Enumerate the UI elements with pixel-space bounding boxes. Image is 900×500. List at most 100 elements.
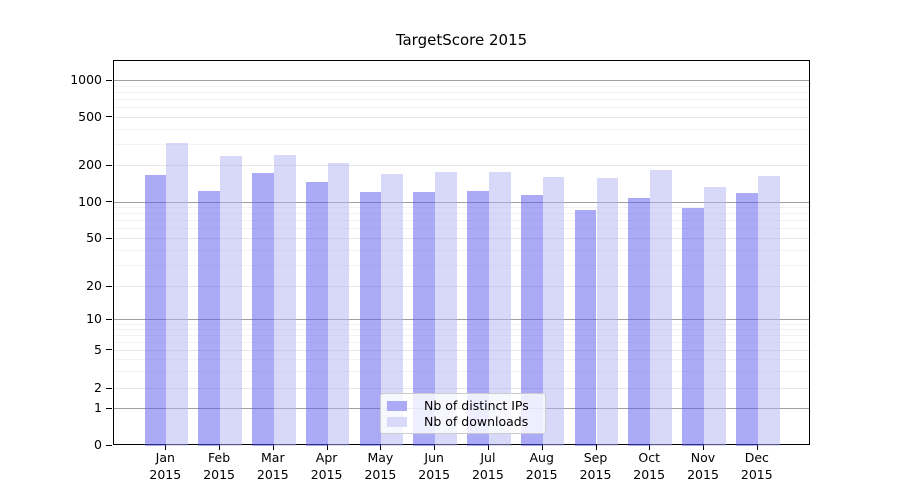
gridline <box>114 91 809 93</box>
legend-label-distinct-ips: Nb of distinct IPs <box>424 398 529 413</box>
bar-distinct-ips-nov <box>682 208 704 446</box>
x-tick-label-jun: Jun 2015 <box>418 450 451 482</box>
gridline <box>114 165 809 166</box>
y-tick-label-50: 50 <box>86 230 102 245</box>
gridline <box>114 371 809 372</box>
x-tick-mark <box>649 445 651 450</box>
y-tick-label-500: 500 <box>78 108 102 124</box>
y-tick-mark <box>106 318 112 320</box>
gridline <box>114 334 809 336</box>
bar-downloads-jun <box>435 171 457 446</box>
y-tick-mark <box>106 387 112 389</box>
bar-distinct-ips-may <box>359 192 382 446</box>
bar-distinct-ips-jan <box>144 174 167 446</box>
x-tick-label-mar: Mar 2015 <box>256 450 289 482</box>
bar-downloads-may <box>381 174 404 446</box>
x-tick-label-jul: Jul 2015 <box>471 450 504 482</box>
y-tick-label-2: 2 <box>94 380 102 395</box>
gridline <box>114 319 809 320</box>
y-tick-mark <box>106 237 112 239</box>
y-tick-label-20: 20 <box>86 278 102 293</box>
gridline <box>114 116 809 118</box>
legend: Nb of distinct IPs Nb of downloads <box>380 393 546 434</box>
legend-item-downloads: Nb of downloads <box>387 414 539 429</box>
gridline <box>114 323 809 325</box>
x-tick-mark <box>272 445 274 450</box>
gridline <box>114 207 809 208</box>
x-tick-label-nov: Nov 2015 <box>687 450 719 482</box>
bar-distinct-ips-mar <box>252 173 274 446</box>
gridline <box>114 128 809 130</box>
y-tick-mark <box>106 349 112 350</box>
y-tick-mark <box>106 407 112 409</box>
y-tick-label-1000: 1000 <box>70 72 102 87</box>
y-tick-label-10: 10 <box>86 311 102 326</box>
gridline <box>114 349 809 351</box>
bar-downloads-feb <box>220 156 242 446</box>
y-tick-mark <box>106 79 112 81</box>
bar-distinct-ips-sep <box>574 210 597 446</box>
x-tick-label-oct: Oct 2015 <box>633 450 666 482</box>
gridline <box>114 220 809 222</box>
gridline <box>114 107 809 108</box>
gridline <box>114 249 809 251</box>
bar-downloads-sep <box>596 178 619 446</box>
bar-downloads-nov <box>704 186 726 446</box>
y-tick-mark <box>106 116 112 118</box>
gridline <box>114 238 809 239</box>
legend-swatch-downloads <box>387 416 407 427</box>
bar-downloads-apr <box>327 163 350 446</box>
plot-area <box>113 60 810 446</box>
x-tick-mark <box>541 445 543 450</box>
bar-downloads-oct <box>650 170 672 446</box>
gridline <box>114 341 809 343</box>
x-tick-label-may: May 2015 <box>364 450 397 482</box>
bar-distinct-ips-feb <box>198 190 221 446</box>
bar-distinct-ips-aug <box>520 195 543 446</box>
gridline <box>114 213 809 215</box>
bar-distinct-ips-dec <box>736 192 758 446</box>
bar-downloads-dec <box>757 175 780 446</box>
gridline <box>114 388 809 389</box>
x-tick-label-feb: Feb 2015 <box>203 450 235 482</box>
gridline <box>114 85 809 87</box>
gridline <box>114 286 809 287</box>
chart-title: TargetScore 2015 <box>395 31 528 49</box>
y-tick-label-0: 0 <box>94 437 102 452</box>
x-tick-label-apr: Apr 2015 <box>310 450 343 482</box>
x-tick-label-aug: Aug 2015 <box>525 450 558 482</box>
y-tick-mark <box>106 201 112 202</box>
x-tick-mark <box>434 445 436 450</box>
x-tick-mark <box>326 445 328 450</box>
x-tick-mark <box>595 445 597 450</box>
gridline <box>114 98 809 100</box>
x-tick-label-dec: Dec 2015 <box>740 450 773 482</box>
y-tick-mark <box>106 285 112 287</box>
gridline <box>114 328 809 330</box>
gridline <box>114 201 809 203</box>
legend-label-downloads: Nb of downloads <box>424 414 529 429</box>
gridline <box>114 228 809 230</box>
gridline <box>114 80 809 81</box>
bar-distinct-ips-oct <box>628 197 651 446</box>
gridline <box>114 143 809 145</box>
y-tick-mark <box>106 164 112 166</box>
gridline <box>114 358 809 360</box>
x-tick-mark <box>219 445 221 450</box>
bar-downloads-jul <box>488 172 511 446</box>
legend-swatch-distinct-ips <box>387 400 407 411</box>
bar-downloads-aug <box>542 176 565 446</box>
x-tick-mark <box>380 445 382 450</box>
gridline <box>114 264 809 266</box>
x-tick-mark <box>703 445 704 450</box>
y-tick-label-1: 1 <box>94 400 102 415</box>
x-tick-mark <box>756 445 758 450</box>
bar-downloads-jan <box>166 142 189 446</box>
x-tick-mark <box>165 445 167 450</box>
x-tick-label-jan: Jan 2015 <box>149 450 182 482</box>
y-tick-label-100: 100 <box>78 193 102 209</box>
y-tick-label-200: 200 <box>78 157 102 172</box>
bar-distinct-ips-apr <box>305 181 328 446</box>
legend-item-distinct-ips: Nb of distinct IPs <box>387 398 539 413</box>
